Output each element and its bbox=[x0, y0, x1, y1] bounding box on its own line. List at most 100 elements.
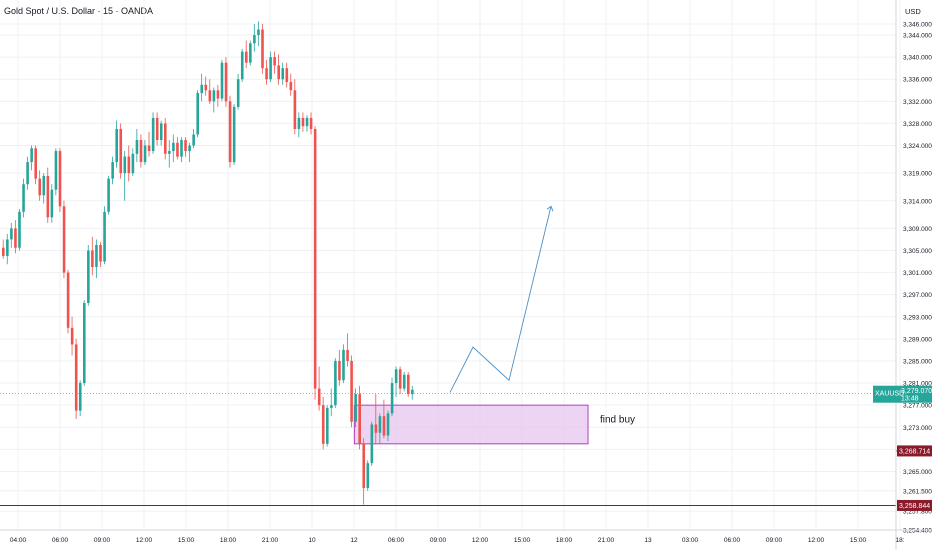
candle-body bbox=[172, 142, 175, 152]
candle-body bbox=[212, 90, 216, 102]
candle-body bbox=[257, 29, 260, 36]
y-tick-label: 3,281.000 bbox=[903, 381, 932, 388]
y-tick-label: 3,257.800 bbox=[903, 509, 932, 516]
candle-body bbox=[164, 123, 167, 154]
candle-body bbox=[180, 140, 183, 157]
candle-body bbox=[119, 128, 123, 174]
x-tick-label: 12 bbox=[350, 537, 358, 544]
last-price-tag bbox=[873, 385, 932, 403]
x-tick-label: 21:00 bbox=[598, 537, 615, 544]
level-price-label: 3,268.714 bbox=[899, 448, 930, 455]
level-price-label: 3,258.844 bbox=[899, 503, 930, 510]
candle-body bbox=[358, 394, 361, 444]
candle-body bbox=[103, 211, 106, 262]
candle-body bbox=[66, 272, 70, 328]
y-tick-label: 3,254.400 bbox=[903, 528, 932, 535]
x-tick-label: 10 bbox=[308, 537, 316, 544]
candle-body bbox=[188, 145, 191, 152]
candle-body bbox=[390, 383, 394, 414]
y-tick-label: 3,319.000 bbox=[903, 171, 932, 178]
last-price-countdown: 13:48 bbox=[901, 396, 919, 403]
candle-body bbox=[394, 369, 398, 384]
candle-body bbox=[277, 65, 280, 80]
candle-body bbox=[115, 128, 118, 163]
y-tick-label: 3,314.000 bbox=[903, 198, 932, 205]
time-axis[interactable]: 04:00 06:00 09:00 12:00 15:00 18:00 21:00 10 12 0… bbox=[0, 529, 932, 544]
candle-body bbox=[301, 117, 305, 127]
buy-zone[interactable]: find buy bbox=[353, 404, 635, 445]
candle-body bbox=[374, 424, 378, 433]
candle-body bbox=[14, 228, 17, 248]
candle-body bbox=[398, 369, 402, 389]
candle-body bbox=[2, 247, 5, 257]
candle-body bbox=[386, 413, 390, 436]
candle-body bbox=[350, 360, 353, 422]
candle-body bbox=[62, 206, 66, 273]
y-tick-label: 3,328.000 bbox=[903, 121, 932, 128]
candle-body bbox=[273, 57, 276, 66]
projection-line bbox=[449, 206, 552, 393]
x-tick-label: 18: bbox=[895, 537, 904, 544]
y-tick-label: 3,332.000 bbox=[903, 99, 932, 106]
y-tick-label: 3,297.000 bbox=[903, 292, 932, 299]
y-tick-label: 3,285.000 bbox=[903, 358, 932, 365]
candle-body bbox=[281, 68, 285, 80]
candle-body bbox=[309, 117, 313, 129]
y-tick-label: 3,340.000 bbox=[903, 55, 932, 62]
y-tick-label: 3,277.000 bbox=[903, 403, 932, 410]
x-tick-label: 03:00 bbox=[682, 537, 699, 544]
candle-body bbox=[228, 101, 232, 163]
candle-body bbox=[196, 93, 199, 135]
candle-body bbox=[265, 68, 268, 80]
candle-body bbox=[354, 394, 357, 422]
candle-body bbox=[78, 383, 82, 411]
price-axis[interactable]: 3,346.000 3,344.000 3,340.000 3,336.000 3,33… bbox=[895, 0, 932, 550]
candle-body bbox=[297, 117, 301, 129]
projection-arrowhead bbox=[546, 205, 554, 212]
candle-body bbox=[111, 162, 114, 179]
y-tick-label: 3,336.000 bbox=[903, 77, 932, 84]
level-price-tag bbox=[897, 445, 932, 457]
candle-body bbox=[253, 35, 256, 44]
candle-body bbox=[54, 151, 58, 190]
candle-body bbox=[245, 51, 248, 63]
candle-body bbox=[313, 128, 317, 389]
candle-body bbox=[147, 145, 151, 152]
candle-body bbox=[342, 349, 345, 381]
candle-body bbox=[411, 389, 414, 395]
candle-body bbox=[317, 388, 321, 406]
candle-body bbox=[95, 244, 98, 268]
x-tick-label: 12:00 bbox=[472, 537, 489, 544]
candle-body bbox=[58, 151, 62, 207]
y-tick-label: 3,309.000 bbox=[903, 226, 932, 233]
y-tick-label: 3,305.000 bbox=[903, 248, 932, 255]
candle-body bbox=[220, 62, 224, 99]
y-tick-label: 3,344.000 bbox=[903, 33, 932, 40]
candle-body bbox=[370, 424, 374, 464]
x-tick-label: 09:00 bbox=[94, 537, 111, 544]
candle-body bbox=[50, 189, 54, 218]
candle-body bbox=[216, 90, 220, 99]
x-tick-label: 06:00 bbox=[388, 537, 405, 544]
x-tick-label: 12:00 bbox=[136, 537, 153, 544]
candle-body bbox=[74, 344, 78, 411]
candle-body bbox=[34, 148, 37, 179]
x-tick-label: 18:00 bbox=[556, 537, 573, 544]
x-tick-label: 09:00 bbox=[766, 537, 783, 544]
candle-body bbox=[382, 416, 386, 436]
level-price-tag bbox=[897, 499, 932, 511]
x-tick-label: 09:00 bbox=[430, 537, 447, 544]
candle-body bbox=[378, 416, 382, 433]
candle-body bbox=[293, 90, 297, 129]
projection-path[interactable] bbox=[449, 205, 554, 393]
candle-body bbox=[107, 178, 110, 212]
candle-body bbox=[83, 302, 86, 384]
candle-body bbox=[139, 140, 143, 163]
y-tick-label: 3,261.500 bbox=[903, 488, 932, 495]
y-tick-label: 3,324.000 bbox=[903, 143, 932, 150]
candle-body bbox=[289, 82, 293, 91]
candle-body bbox=[208, 90, 212, 102]
y-tick-label: 3,265.000 bbox=[903, 469, 932, 476]
